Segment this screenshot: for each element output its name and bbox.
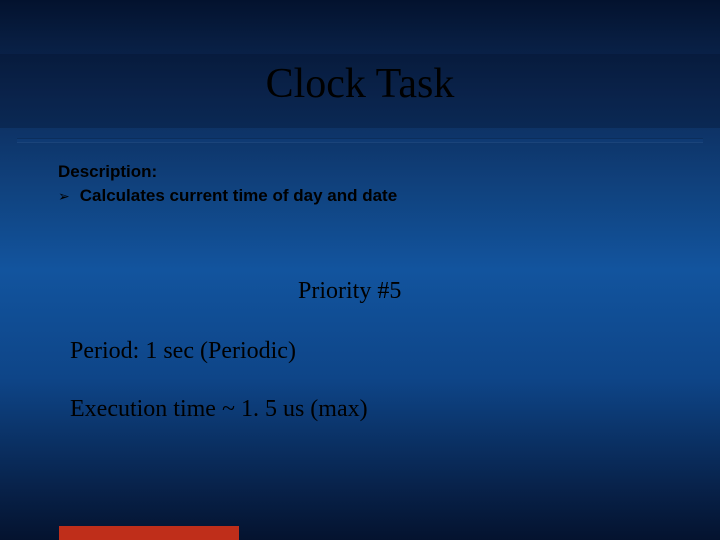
execution-time-text: Execution time ~ 1. 5 us (max) [70, 396, 368, 423]
period-text: Period: 1 sec (Periodic) [70, 338, 296, 365]
slide-title: Clock Task [0, 60, 720, 108]
title-divider [17, 138, 703, 143]
description-label: Description: [58, 162, 157, 182]
slide: Clock Task Description: ➢ Calculates cur… [0, 0, 720, 540]
bullet-item: ➢ Calculates current time of day and dat… [58, 186, 397, 206]
bullet-marker-icon: ➢ [58, 189, 70, 203]
bullet-text: Calculates current time of day and date [80, 186, 397, 206]
priority-text: Priority #5 [298, 278, 401, 305]
accent-bar [59, 526, 239, 540]
